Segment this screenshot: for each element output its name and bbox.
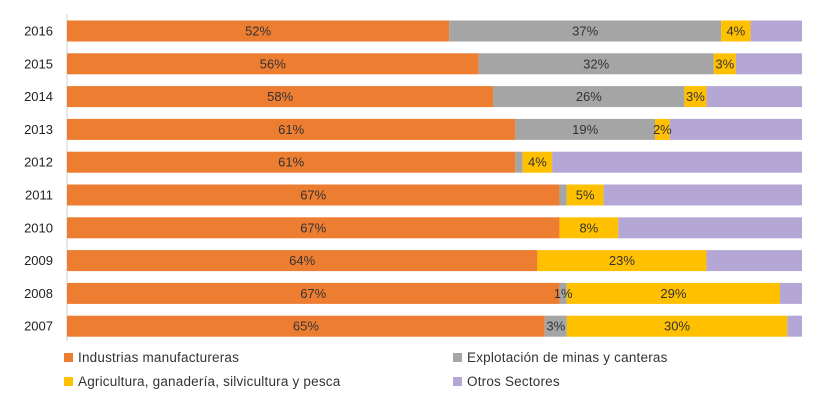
data-label: 64% — [289, 253, 315, 268]
bar-segment — [552, 151, 802, 173]
bar-segment — [787, 315, 802, 337]
data-label: 2% — [653, 122, 672, 137]
bar-segment — [537, 250, 707, 272]
bar-segment — [735, 53, 802, 75]
y-tick-label: 2014 — [24, 89, 53, 104]
y-tick-label: 2011 — [25, 188, 53, 203]
legend-label: Otros Sectores — [467, 374, 560, 389]
data-label: 8% — [579, 220, 598, 235]
bar-segment — [478, 53, 714, 75]
data-label: 23% — [609, 253, 635, 268]
y-tick-label: 2010 — [24, 220, 53, 235]
bar-segment — [67, 315, 545, 337]
legend-swatch — [64, 353, 73, 362]
bar-segment — [706, 86, 802, 108]
bar-segment — [493, 86, 685, 108]
bar-segment — [566, 315, 788, 337]
y-tick-labels: 2016 2015 2014 2013 2012 2011 2010 2009 2008 2007 — [24, 24, 53, 334]
y-tick-label: 2016 — [24, 24, 53, 39]
legend-swatch — [453, 377, 462, 386]
data-labels: 52% 37% 4% 56% 32% 3% 58% 26% 3% 61% 19% 2% 61% 4% 67%… — [245, 24, 746, 334]
bar-segment — [706, 250, 802, 272]
data-label: 19% — [572, 122, 598, 137]
bar-segment — [779, 282, 802, 304]
bar-segment — [67, 86, 494, 108]
legend: Industrias manufactureras Explotación de … — [64, 350, 668, 389]
bar-segment — [515, 151, 523, 173]
legend-label: Agricultura, ganadería, silvicultura y p… — [78, 374, 341, 389]
data-label: 29% — [660, 286, 686, 301]
data-label: 52% — [245, 24, 271, 39]
bar-segment — [544, 315, 567, 337]
bar-segment — [67, 217, 560, 239]
bar-segment — [67, 250, 538, 272]
y-tick-label: 2008 — [24, 286, 53, 301]
data-label: 61% — [278, 122, 304, 137]
bar-segment — [603, 184, 802, 206]
data-label: 1% — [554, 286, 573, 301]
bar-segment — [67, 118, 516, 140]
data-label: 26% — [576, 89, 602, 104]
y-tick-label: 2012 — [24, 155, 53, 170]
bar-segment — [67, 184, 560, 206]
bar-segment — [522, 151, 553, 173]
y-tick-label: 2015 — [24, 56, 53, 71]
y-tick-label: 2013 — [24, 122, 53, 137]
legend-item: Explotación de minas y canteras — [453, 350, 668, 365]
bar-segment — [721, 20, 751, 42]
legend-item: Industrias manufactureras — [64, 350, 239, 365]
data-label: 56% — [260, 56, 286, 71]
bar-segment — [618, 217, 802, 239]
data-label: 3% — [686, 89, 705, 104]
bar-segment — [67, 151, 516, 173]
data-label: 37% — [572, 24, 598, 39]
legend-swatch — [453, 353, 462, 362]
bar-segment — [67, 53, 479, 75]
data-label: 30% — [664, 319, 690, 334]
data-label: 3% — [546, 319, 565, 334]
bar-segment — [669, 118, 802, 140]
y-tick-label: 2007 — [24, 319, 53, 334]
legend-swatch — [64, 377, 73, 386]
legend-item: Agricultura, ganadería, silvicultura y p… — [64, 374, 341, 389]
bar-segment — [559, 217, 619, 239]
bars-layer — [67, 20, 802, 337]
legend-item: Otros Sectores — [453, 374, 560, 389]
data-label: 4% — [726, 24, 745, 39]
bar-segment — [713, 53, 736, 75]
data-label: 58% — [267, 89, 293, 104]
bar-segment — [684, 86, 707, 108]
bar-segment — [566, 184, 604, 206]
bar-segment — [449, 20, 722, 42]
bar-segment — [655, 118, 670, 140]
data-label: 61% — [278, 155, 304, 170]
bar-segment — [67, 282, 560, 304]
data-label: 4% — [528, 155, 547, 170]
data-label: 67% — [300, 220, 326, 235]
bar-segment — [559, 184, 567, 206]
bar-segment — [559, 282, 567, 304]
y-tick-label: 2009 — [24, 253, 53, 268]
bar-segment — [67, 20, 450, 42]
data-label: 67% — [300, 286, 326, 301]
bar-segment — [750, 20, 802, 42]
data-label: 65% — [293, 319, 319, 334]
data-label: 32% — [583, 56, 609, 71]
data-label: 5% — [576, 188, 595, 203]
legend-label: Industrias manufactureras — [78, 350, 239, 365]
data-label: 67% — [300, 188, 326, 203]
legend-label: Explotación de minas y canteras — [467, 350, 668, 365]
bar-segment — [515, 118, 655, 140]
data-label: 3% — [715, 56, 734, 71]
bar-segment — [566, 282, 780, 304]
